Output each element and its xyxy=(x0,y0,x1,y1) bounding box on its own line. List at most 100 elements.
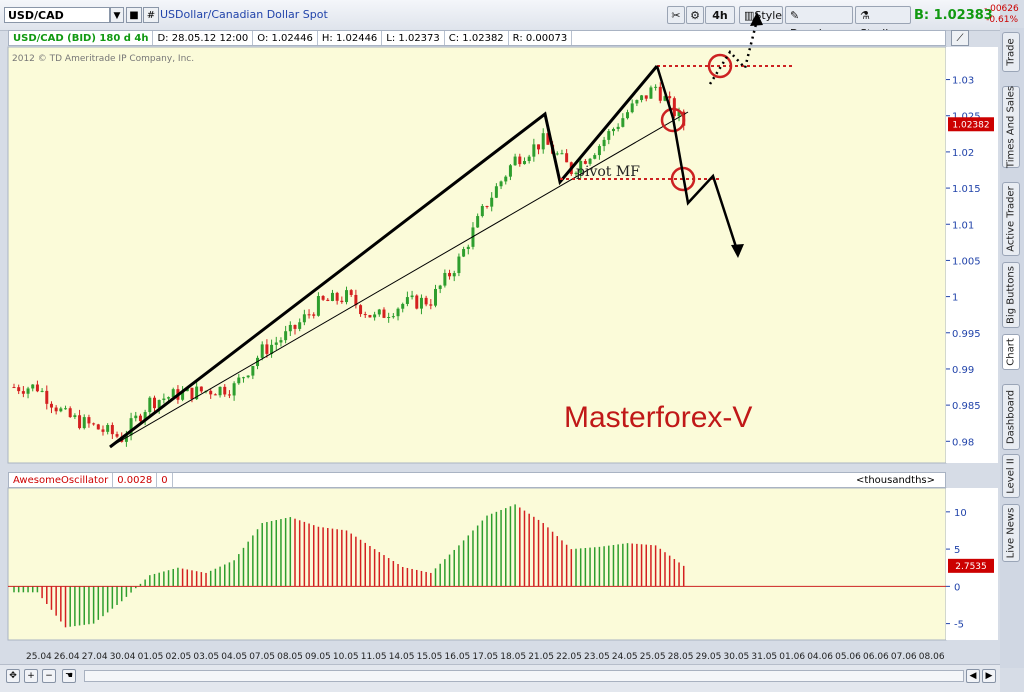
info-date: D: 28.05.12 12:00 xyxy=(153,31,254,45)
info-range: R: 0.00073 xyxy=(509,31,573,45)
candle-body xyxy=(611,128,615,132)
symbol-input[interactable]: USD/CAD xyxy=(4,7,110,23)
candle-body xyxy=(541,133,545,150)
scroll-right-icon[interactable]: ▶ xyxy=(982,669,996,683)
zoom-out-icon[interactable]: − xyxy=(42,669,56,683)
date-tick-label: 31.05 xyxy=(751,652,777,662)
hand-icon[interactable]: ☚ xyxy=(62,669,76,683)
candle-body xyxy=(335,292,339,301)
candle-body xyxy=(167,397,171,399)
scroll-left-icon[interactable]: ◀ xyxy=(966,669,980,683)
candle-body xyxy=(153,397,156,409)
current-price-label xyxy=(948,117,994,132)
candle-body xyxy=(649,87,653,99)
candle-body xyxy=(195,386,199,400)
oscillator-tick-label: 0 xyxy=(954,582,960,593)
candle-body xyxy=(241,377,245,379)
candle-body xyxy=(560,153,564,155)
candle-body xyxy=(298,322,302,329)
candle-body xyxy=(368,315,372,318)
candle-body xyxy=(565,153,569,163)
candle-body xyxy=(621,118,625,127)
sidebar-tab-big-buttons[interactable]: Big Buttons xyxy=(1002,262,1020,328)
candle-body xyxy=(644,95,648,99)
price-tick-label: 0.98 xyxy=(952,437,974,448)
current-price-text: 1.02382 xyxy=(952,120,989,130)
bid-price: B: 1.02383 xyxy=(914,8,993,23)
date-tick-label: 11.05 xyxy=(361,652,387,662)
candle-body xyxy=(246,375,250,378)
bearish-scenario-path xyxy=(655,65,739,251)
symbol-dropdown-button[interactable]: ▼ xyxy=(110,7,124,23)
candle-body xyxy=(129,418,133,436)
candle-body xyxy=(199,386,203,392)
time-scrollbar[interactable] xyxy=(84,670,964,682)
candle-body xyxy=(607,131,611,140)
wrench-icon[interactable]: ⚙ xyxy=(686,6,704,24)
info-open: O: 1.02446 xyxy=(253,31,318,45)
candle-body xyxy=(162,398,166,401)
chart-info-bar: USD/CAD (BID) 180 d 4h D: 28.05.12 12:00 O… xyxy=(8,30,946,46)
sidebar-tab-level-ii[interactable]: Level II xyxy=(1002,454,1020,498)
scissors-icon[interactable]: ✂ xyxy=(667,6,685,24)
candle-body xyxy=(54,407,58,412)
sidebar-tab-live-news[interactable]: Live News xyxy=(1002,504,1020,562)
candle-body xyxy=(59,408,63,412)
sidebar-tab-active-trader[interactable]: Active Trader xyxy=(1002,182,1020,256)
date-tick-label: 03.05 xyxy=(193,652,219,662)
date-tick-label: 08.05 xyxy=(277,652,303,662)
candle-body xyxy=(452,273,456,277)
candle-body xyxy=(31,384,35,389)
candle-body xyxy=(396,308,400,317)
candle-body xyxy=(302,314,306,323)
sidebar-tab-times-and-sales[interactable]: Times And Sales xyxy=(1002,86,1020,168)
trendline-thin xyxy=(109,111,689,448)
candle-body xyxy=(12,387,16,389)
date-tick-label: 07.06 xyxy=(891,652,917,662)
candle-body xyxy=(124,435,128,442)
candle-body xyxy=(293,324,297,329)
candle-body xyxy=(190,387,194,400)
pivot-label: pivot MF xyxy=(576,164,640,180)
candle-body xyxy=(462,249,466,257)
pan-icon[interactable]: ✥ xyxy=(6,669,20,683)
link-color-icon[interactable]: ■ xyxy=(126,7,142,23)
date-tick-label: 28.05 xyxy=(668,652,694,662)
candle-body xyxy=(312,314,316,316)
chart-settings-icon[interactable]: ⟋ xyxy=(951,30,969,46)
candle-body xyxy=(640,95,644,101)
candle-body xyxy=(326,299,330,301)
candle-body xyxy=(537,144,541,150)
candle-body xyxy=(40,390,44,392)
timeframe-button[interactable]: 4h xyxy=(705,6,735,24)
zoom-in-icon[interactable]: + xyxy=(24,669,38,683)
candle-body xyxy=(106,425,110,432)
oscillator-name[interactable]: AwesomeOscillator xyxy=(9,473,114,488)
hash-icon[interactable]: # xyxy=(143,7,159,23)
arrowhead-down xyxy=(731,244,744,258)
candle-body xyxy=(143,412,147,422)
price-tick-label: 1.03 xyxy=(952,76,974,87)
candle-body xyxy=(157,400,161,409)
date-tick-label: 06.06 xyxy=(863,652,889,662)
candle-body xyxy=(499,181,503,187)
candle-body xyxy=(583,161,587,164)
candle-body xyxy=(232,383,236,396)
candle-body xyxy=(265,344,269,354)
oscillator-axis: 10 5 0 -5 xyxy=(946,508,967,631)
candle-body xyxy=(316,296,320,316)
candle-body xyxy=(340,300,344,303)
date-tick-label: 30.05 xyxy=(724,652,750,662)
date-tick-label: 29.05 xyxy=(696,652,722,662)
candle-body xyxy=(574,172,578,175)
oscillator-value2: 0 xyxy=(157,473,173,488)
price-tick-label: 1 xyxy=(952,293,958,304)
sidebar-tab-dashboard[interactable]: Dashboard xyxy=(1002,384,1020,450)
candle-body xyxy=(387,317,391,319)
sidebar-tab-label: Active Trader xyxy=(1005,186,1017,252)
candle-body xyxy=(148,397,152,413)
sidebar-tab-trade[interactable]: Trade xyxy=(1002,32,1020,72)
sidebar-tab-chart[interactable]: Chart xyxy=(1002,334,1020,370)
candle-body xyxy=(527,156,531,162)
candle-body xyxy=(588,158,592,164)
